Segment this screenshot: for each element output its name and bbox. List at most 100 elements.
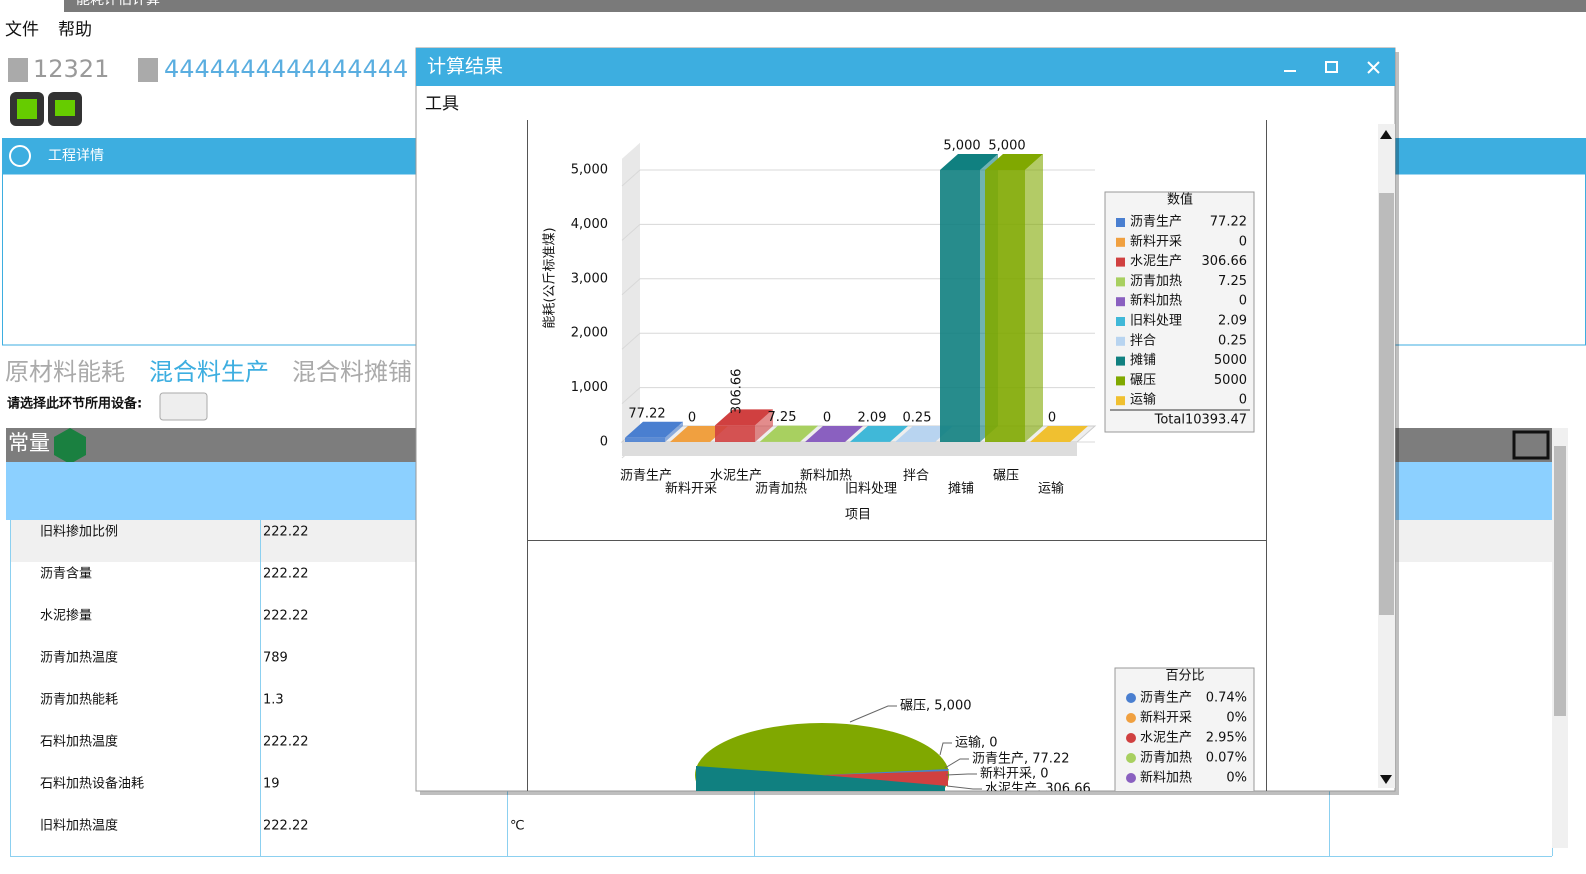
value-label: 77.22 <box>628 406 665 421</box>
legend-label: 新料开采 <box>1140 710 1192 726</box>
section-title: 工程详情 <box>48 148 104 164</box>
menu-item[interactable]: 文件 <box>5 20 39 40</box>
stage-tab[interactable]: 原材料能耗 <box>5 358 125 386</box>
legend-value: 0.25 <box>1218 333 1247 348</box>
minimize-button[interactable] <box>1284 70 1296 72</box>
cell: 旧料掺加比例 <box>40 524 118 540</box>
y-tick-label: 0 <box>600 435 608 450</box>
edit-icon <box>55 100 75 116</box>
legend-label: 运输 <box>1130 392 1156 408</box>
legend-value: 5000 <box>1214 353 1247 368</box>
menu-item[interactable]: 帮助 <box>58 20 92 40</box>
legend-swatch <box>1116 336 1125 346</box>
dialog-title: 计算结果 <box>427 56 503 78</box>
legend-value: 0 <box>1239 294 1247 309</box>
cell: ℃ <box>510 819 525 834</box>
legend-swatch <box>1116 317 1125 326</box>
dialog-scroll-thumb[interactable] <box>1379 193 1394 615</box>
y-tick-label: 1,000 <box>571 380 608 395</box>
dialog-menu-item[interactable]: 工具 <box>425 94 459 114</box>
legend-swatch <box>1116 297 1125 307</box>
cell: 石料加热设备油耗 <box>40 776 144 792</box>
scroll-thumb[interactable] <box>1554 446 1566 716</box>
pie-label: 沥青生产, 77.22 <box>972 752 1069 767</box>
x-tick-label: 水泥生产 <box>710 469 762 484</box>
doc-icon <box>8 58 28 82</box>
collapse-icon[interactable] <box>9 145 31 167</box>
bar-top <box>625 421 683 438</box>
scroll-up[interactable] <box>1380 130 1392 139</box>
cell: 789 <box>263 651 288 666</box>
legend-value: 0 <box>1239 393 1247 408</box>
device-dropdown[interactable] <box>159 392 208 421</box>
project-tab[interactable]: 4444444444444444 <box>164 55 408 83</box>
bar-top <box>895 425 953 442</box>
pie-label: 水泥生产, 306.66 <box>985 782 1091 797</box>
legend-value: 2.95% <box>1206 731 1247 746</box>
bar-top <box>805 426 863 442</box>
bar-top <box>985 154 1043 170</box>
legend-title: 数值 <box>1167 192 1193 208</box>
leader-line <box>939 742 952 756</box>
bar-side <box>755 409 773 442</box>
panel-title: 常量 <box>8 431 50 455</box>
leader-line <box>849 705 897 723</box>
legend-label: 沥青生产 <box>1140 691 1192 706</box>
maximize-button[interactable] <box>1325 61 1338 73</box>
legend-label: 新料加热 <box>1140 770 1192 786</box>
legend-label: 拌合 <box>1130 333 1156 348</box>
save-icon <box>17 99 37 119</box>
project-tab[interactable]: 12321 <box>33 55 109 83</box>
legend-swatch <box>1126 753 1136 763</box>
pie-label: 碾压, 5,000 <box>900 699 971 714</box>
legend-total: 10393.47 <box>1185 413 1247 428</box>
value-label: 2.09 <box>858 410 887 425</box>
close-button[interactable] <box>1367 61 1380 74</box>
cell: 沥青含量 <box>40 566 92 582</box>
cell: 水泥掺量 <box>40 608 92 624</box>
bar-top <box>715 409 773 426</box>
legend-swatch <box>1116 237 1125 247</box>
legend-label: 沥青加热 <box>1140 751 1192 766</box>
cell: 222.22 <box>263 819 309 834</box>
legend-value: 2.09 <box>1218 314 1247 329</box>
legend-label: 碾压 <box>1130 373 1156 388</box>
cell: 222.22 <box>263 567 309 582</box>
legend-value: 0% <box>1226 771 1247 786</box>
scroll-down[interactable] <box>1380 775 1392 784</box>
legend-label: 摊铺 <box>1130 353 1156 368</box>
y-axis-label: 能耗(公斤标准煤) <box>543 227 558 328</box>
cell: 沥青加热能耗 <box>40 693 118 708</box>
bar-side <box>800 425 818 442</box>
pie-label: 新料开采, 0 <box>980 766 1049 782</box>
bar-top <box>1030 426 1088 442</box>
x-tick-label: 拌合 <box>903 469 929 484</box>
panel-icon <box>54 428 86 464</box>
legend-total-label: Total <box>1154 413 1185 428</box>
legend-swatch <box>1126 713 1136 723</box>
stage-tab[interactable]: 混合料摊铺 <box>292 358 412 386</box>
cell: 19 <box>263 777 280 792</box>
legend-label: 水泥生产 <box>1140 731 1192 746</box>
value-label: 0 <box>1048 411 1056 426</box>
legend-swatch <box>1126 773 1136 783</box>
cell: 旧料加热温度 <box>40 818 118 834</box>
x-tick-label: 碾压 <box>993 469 1019 484</box>
x-tick-label: 运输 <box>1038 481 1064 497</box>
legend-swatch <box>1116 218 1125 227</box>
legend-swatch <box>1116 396 1125 406</box>
floor-front <box>622 442 1077 456</box>
x-tick-label: 新料加热 <box>800 468 852 484</box>
value-label: 5,000 <box>988 139 1025 154</box>
stage-tab[interactable]: 混合料生产 <box>149 358 269 386</box>
legend-value: 0% <box>1226 711 1247 726</box>
x-tick-label: 沥青生产 <box>620 469 672 484</box>
legend-value: 0 <box>1239 234 1247 249</box>
y-tick-label: 5,000 <box>571 163 608 178</box>
value-label: 0 <box>823 411 831 426</box>
legend-swatch <box>1126 733 1136 743</box>
book-icon[interactable] <box>1512 430 1550 460</box>
